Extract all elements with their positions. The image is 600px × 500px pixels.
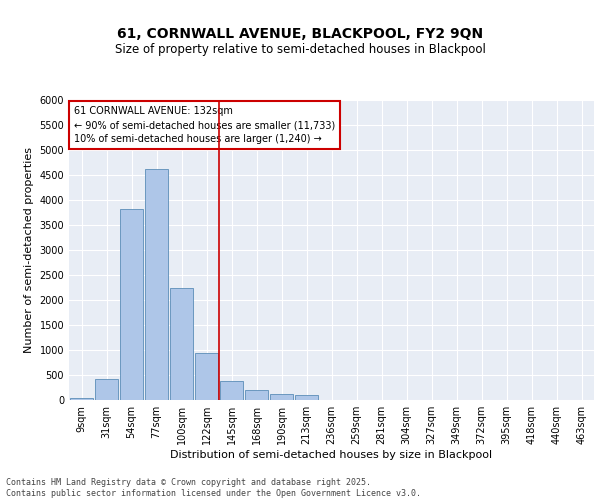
Y-axis label: Number of semi-detached properties: Number of semi-detached properties [24,147,34,353]
Bar [295,394,318,400]
X-axis label: Distribution of semi-detached houses by size in Blackpool: Distribution of semi-detached houses by … [170,450,493,460]
Bar [220,381,243,400]
Text: Size of property relative to semi-detached houses in Blackpool: Size of property relative to semi-detach… [115,42,485,56]
Bar [245,390,268,400]
Bar [120,209,143,400]
Bar [70,398,93,400]
Bar [270,394,293,400]
Text: Contains HM Land Registry data © Crown copyright and database right 2025.
Contai: Contains HM Land Registry data © Crown c… [6,478,421,498]
Text: 61, CORNWALL AVENUE, BLACKPOOL, FY2 9QN: 61, CORNWALL AVENUE, BLACKPOOL, FY2 9QN [117,28,483,42]
Bar [95,378,118,400]
Bar [195,352,218,400]
Text: 61 CORNWALL AVENUE: 132sqm
← 90% of semi-detached houses are smaller (11,733)
10: 61 CORNWALL AVENUE: 132sqm ← 90% of semi… [74,106,335,144]
Bar [170,288,193,400]
Bar [145,169,168,400]
